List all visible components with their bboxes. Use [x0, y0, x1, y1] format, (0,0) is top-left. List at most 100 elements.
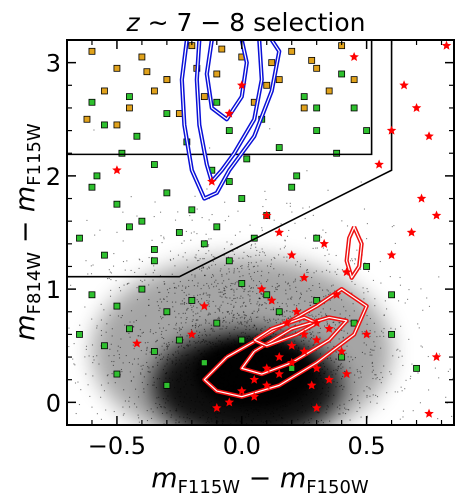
background-point [348, 361, 350, 363]
background-point [208, 305, 210, 307]
square-point [101, 342, 108, 350]
square-point [113, 200, 121, 208]
background-point [275, 287, 277, 289]
square-point [126, 104, 133, 112]
background-point [159, 291, 161, 293]
background-point [272, 415, 274, 417]
background-point [214, 405, 216, 407]
background-point [311, 301, 313, 303]
background-point [247, 372, 249, 374]
background-point [286, 421, 288, 423]
background-point [175, 359, 177, 361]
background-point [147, 384, 149, 386]
square-point [213, 223, 221, 231]
background-point [181, 355, 183, 357]
background-point [326, 405, 328, 407]
background-point [248, 386, 250, 388]
background-point [202, 372, 204, 374]
background-point [281, 302, 283, 305]
background-point [341, 299, 343, 301]
background-point [146, 420, 149, 422]
background-point [145, 273, 147, 275]
background-point [224, 264, 226, 266]
background-point [284, 361, 286, 364]
background-point [223, 379, 225, 381]
background-point [229, 364, 232, 366]
background-point [171, 301, 174, 303]
background-point [198, 259, 200, 262]
background-point [248, 285, 250, 287]
background-point [153, 265, 155, 267]
background-point [256, 333, 258, 335]
background-point [224, 201, 226, 203]
background-point [164, 407, 166, 409]
background-point [250, 318, 252, 320]
background-point [193, 340, 195, 343]
background-point [120, 317, 122, 319]
square-point [88, 47, 96, 55]
background-point [296, 344, 298, 347]
square-point [200, 93, 208, 101]
contour-line-inner [206, 40, 248, 120]
background-point [188, 279, 190, 282]
background-point [175, 316, 177, 318]
background-point [167, 395, 169, 397]
background-point [235, 301, 237, 303]
background-point [206, 412, 208, 414]
background-point [217, 353, 219, 355]
background-point [282, 385, 284, 387]
background-point [209, 294, 211, 296]
background-point [343, 271, 345, 273]
background-point [322, 229, 324, 231]
background-point [234, 344, 236, 346]
ylabel-sub2: F115W [24, 123, 45, 186]
background-point [258, 305, 260, 307]
background-point [329, 341, 331, 343]
background-point [270, 336, 272, 338]
background-point [298, 363, 300, 365]
background-point [244, 321, 246, 323]
background-point [140, 373, 142, 375]
background-point [187, 307, 189, 309]
background-point [204, 274, 206, 276]
background-point [209, 360, 211, 363]
star-point [237, 80, 247, 90]
background-point [184, 380, 186, 383]
background-point [242, 302, 244, 304]
background-point [190, 329, 192, 331]
background-point [232, 283, 234, 285]
background-point [176, 332, 179, 334]
background-point [258, 280, 260, 283]
background-point [185, 383, 187, 385]
background-point [369, 317, 371, 320]
star-point [112, 165, 122, 175]
background-point [165, 377, 167, 379]
background-point [149, 329, 152, 331]
background-point [197, 326, 200, 328]
background-point [141, 260, 143, 263]
background-point [250, 303, 252, 305]
background-point [306, 386, 308, 388]
background-point [312, 284, 314, 287]
background-point [186, 335, 188, 337]
background-point [238, 271, 240, 273]
background-point [287, 370, 289, 372]
background-point [380, 347, 382, 349]
background-point [288, 390, 290, 393]
background-point [187, 266, 189, 268]
background-point [229, 335, 231, 337]
background-point [108, 269, 110, 271]
background-point [117, 315, 120, 317]
background-point [291, 296, 293, 298]
background-point [233, 298, 235, 300]
background-point [233, 272, 235, 274]
y-axis-label: mF814W − mF115W [10, 123, 45, 341]
contour-line [204, 40, 249, 122]
background-point [203, 292, 205, 294]
background-point [265, 404, 267, 406]
background-point [230, 303, 232, 305]
background-point [196, 393, 198, 395]
background-point [267, 401, 269, 403]
background-point [357, 399, 359, 401]
background-point [269, 320, 271, 322]
